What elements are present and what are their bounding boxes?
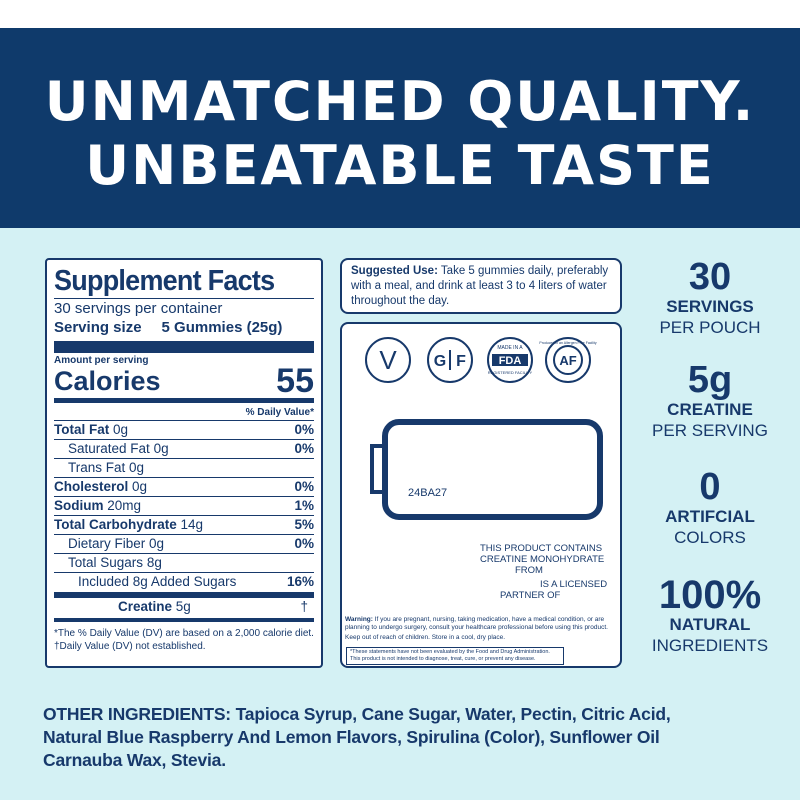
value: 55 <box>276 362 314 400</box>
licensing-line: THIS PRODUCT CONTAINS <box>480 543 603 554</box>
stat-sub: PER POUCH <box>659 318 761 337</box>
stat: 0 ARTIFCIAL COLORS <box>630 467 790 548</box>
gf-badge: G <box>434 353 446 370</box>
amount: 8g <box>146 555 162 570</box>
dv: † <box>300 599 308 614</box>
dv: 16% <box>286 574 314 589</box>
facts-title: Supplement Facts <box>54 265 275 297</box>
stat-sub: COLORS <box>674 528 746 547</box>
dv: 0% <box>294 479 314 494</box>
af-badge: AF <box>559 353 576 368</box>
stat: 100% NATURAL INGREDIENTS <box>630 575 790 656</box>
nutrient: Dietary Fiber <box>68 536 146 551</box>
licensing-line: CREATINE MONOHYDRATE <box>480 554 605 565</box>
lot-code: 24BA27 <box>408 487 447 499</box>
headline: UNMATCHED QUALITY. <box>44 70 756 133</box>
nutrient: Sodium <box>54 498 104 513</box>
dv: 5% <box>294 517 314 532</box>
suggested-use: Suggested Use: Take 5 gummies daily, pre… <box>340 258 622 314</box>
nutrient: Included 8g Added Sugars <box>78 574 237 589</box>
nutrient: Creatine <box>118 599 173 614</box>
servings: 30 servings per container <box>54 300 223 317</box>
dv-header: % Daily Value* <box>245 407 314 418</box>
stat-value: 0 <box>699 466 721 508</box>
label: Serving size <box>54 319 142 336</box>
supplement-facts: Supplement Facts 30 servings per contain… <box>45 258 323 668</box>
stat: 30 SERVINGS PER POUCH <box>630 257 790 338</box>
fda-bottom: REGISTERED FACILITY <box>488 370 533 375</box>
ingredients-line: Carnauba Wax, Stevia. <box>43 750 226 770</box>
af-ring: Produced in an Allergen Free Facility <box>539 341 596 345</box>
footnote: †Daily Value (DV) not established. <box>54 641 206 652</box>
storage: Keep out of reach of children. Store in … <box>345 634 506 641</box>
nutrient: Total Sugars <box>68 555 144 570</box>
calories: Calories 55 <box>54 362 314 400</box>
amount: 0g <box>153 441 169 456</box>
amount: 14g <box>180 517 204 532</box>
vegan-badge: V <box>379 345 397 375</box>
text: Take 5 gummies daily, preferably with a … <box>351 265 609 307</box>
warning: Warning: If you are pregnant, nursing, t… <box>345 616 617 642</box>
disclaimer: *These statements have not been evaluate… <box>346 647 564 665</box>
stat-sub: PER SERVING <box>652 421 768 440</box>
footnote: *The % Daily Value (DV) are based on a 2… <box>54 628 314 639</box>
fda-top: MADE IN A <box>497 345 523 351</box>
label: Calories <box>54 366 161 396</box>
stat-label: ARTIFCIAL <box>665 507 755 526</box>
licensing-line: IS A LICENSED <box>540 579 608 590</box>
amount: 0g <box>113 422 129 437</box>
ingredients-line: OTHER INGREDIENTS: Tapioca Syrup, Cane S… <box>43 704 671 725</box>
disclaimer-line: *These statements have not been evaluate… <box>350 649 550 655</box>
amount: 0g <box>129 460 145 475</box>
value: 5 Gummies (25g) <box>161 319 283 336</box>
amount: 0g <box>132 479 148 494</box>
label: Suggested Use: <box>351 265 438 277</box>
nutrient: Trans Fat <box>68 460 126 475</box>
stat-label: SERVINGS <box>666 297 754 316</box>
licensing: THIS PRODUCT CONTAINS CREATINE MONOHYDRA… <box>440 543 620 601</box>
stat-label: NATURAL <box>669 615 751 634</box>
licensing-line: FROM <box>515 565 543 576</box>
amount: 5g <box>175 599 191 614</box>
nutrient: Saturated Fat <box>68 441 150 456</box>
label: Warning: <box>345 616 373 623</box>
dv: 0% <box>294 422 314 437</box>
stat: 5g CREATINE PER SERVING <box>630 360 790 441</box>
licensing-line: PARTNER OF <box>500 590 561 601</box>
gf-badge: F <box>456 353 466 370</box>
stat-value: 100% <box>658 573 762 617</box>
amount-per-serving: Amount per serving <box>54 355 149 366</box>
stat-sub: INGREDIENTS <box>651 636 769 655</box>
amount: 0g <box>149 536 165 551</box>
stat-value: 30 <box>688 256 732 298</box>
stat-label: CREATINE <box>667 400 753 419</box>
amount: 20mg <box>107 498 142 513</box>
ingredients-text: Tapioca Syrup, Cane Sugar, Water, Pectin… <box>235 704 671 724</box>
top-strip <box>0 0 800 28</box>
label-graphics: V G F MADE IN A FDA REGISTERED FACILITY … <box>365 337 603 520</box>
fda-mid: FDA <box>499 355 522 367</box>
nutrient: Cholesterol <box>54 479 129 494</box>
ingredients-label: OTHER INGREDIENTS: <box>43 704 231 724</box>
ingredients-line: Natural Blue Raspberry And Lemon Flavors… <box>43 727 660 747</box>
dv: 1% <box>294 498 314 513</box>
text: If you are pregnant, nursing, taking med… <box>345 616 608 631</box>
stat-value: 5g <box>687 359 733 401</box>
nutrient: Total Fat <box>54 422 110 437</box>
dv: 0% <box>294 536 314 551</box>
headline: UNBEATABLE TASTE <box>85 134 715 197</box>
dv: 0% <box>294 441 314 456</box>
serving-size: Serving size 5 Gummies (25g) <box>54 318 314 337</box>
headline-band <box>0 28 800 228</box>
nutrient: Total Carbohydrate <box>54 517 177 532</box>
disclaimer-line: This product is not intended to diagnose… <box>350 656 536 662</box>
